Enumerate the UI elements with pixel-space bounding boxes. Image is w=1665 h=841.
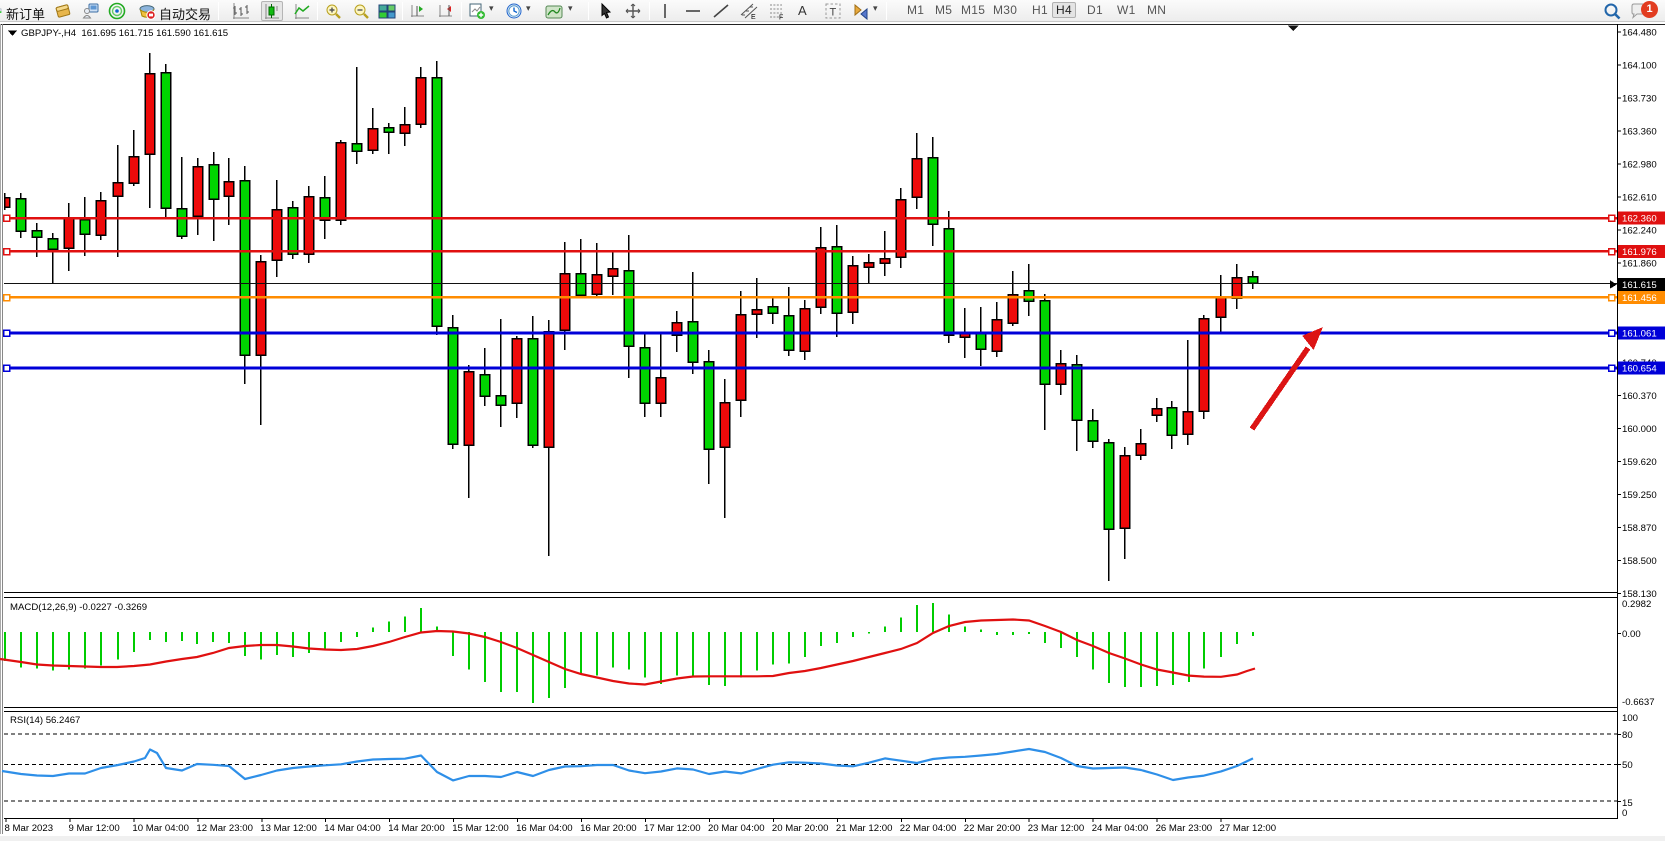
- svg-text:21 Mar 12:00: 21 Mar 12:00: [836, 823, 893, 834]
- svg-text:80: 80: [1622, 730, 1633, 741]
- svg-text:162.360: 162.360: [1622, 214, 1657, 225]
- svg-text:24 Mar 04:00: 24 Mar 04:00: [1092, 823, 1149, 834]
- svg-text:8 Mar 2023: 8 Mar 2023: [5, 823, 54, 834]
- svg-text:0.2982: 0.2982: [1622, 599, 1651, 610]
- svg-text:162.980: 162.980: [1622, 160, 1657, 171]
- svg-text:161.976: 161.976: [1622, 247, 1657, 258]
- svg-text:12 Mar 23:00: 12 Mar 23:00: [196, 823, 253, 834]
- svg-text:158.870: 158.870: [1622, 523, 1657, 534]
- svg-text:50: 50: [1622, 760, 1633, 771]
- svg-text:158.500: 158.500: [1622, 556, 1657, 567]
- svg-text:15: 15: [1622, 798, 1633, 809]
- svg-text:160.654: 160.654: [1622, 364, 1657, 375]
- svg-text:161.860: 161.860: [1622, 259, 1657, 270]
- svg-text:E: E: [751, 14, 756, 20]
- svg-text:159.250: 159.250: [1622, 490, 1657, 501]
- svg-text:17 Mar 12:00: 17 Mar 12:00: [644, 823, 701, 834]
- svg-text:14 Mar 20:00: 14 Mar 20:00: [388, 823, 445, 834]
- svg-text:22 Mar 04:00: 22 Mar 04:00: [900, 823, 957, 834]
- svg-text:22 Mar 20:00: 22 Mar 20:00: [964, 823, 1021, 834]
- svg-text:9 Mar 12:00: 9 Mar 12:00: [69, 823, 120, 834]
- svg-text:164.100: 164.100: [1622, 61, 1657, 72]
- svg-text:20 Mar 04:00: 20 Mar 04:00: [708, 823, 765, 834]
- svg-text:158.130: 158.130: [1622, 589, 1657, 600]
- svg-text:100: 100: [1622, 713, 1638, 724]
- svg-text:162.610: 162.610: [1622, 193, 1657, 204]
- svg-text:0.00: 0.00: [1622, 629, 1641, 640]
- svg-text:27 Mar 12:00: 27 Mar 12:00: [1220, 823, 1277, 834]
- svg-text:16 Mar 20:00: 16 Mar 20:00: [580, 823, 637, 834]
- svg-text:0: 0: [1622, 808, 1627, 819]
- svg-text:GBPJPY-,H4 161.695 161.715 16: GBPJPY-,H4 161.695 161.715 161.590 161.6…: [21, 28, 228, 39]
- svg-text:163.730: 163.730: [1622, 94, 1657, 105]
- svg-text:15 Mar 12:00: 15 Mar 12:00: [452, 823, 509, 834]
- svg-text:10 Mar 04:00: 10 Mar 04:00: [132, 823, 189, 834]
- svg-text:RSI(14) 56.2467: RSI(14) 56.2467: [10, 715, 80, 726]
- svg-text:20 Mar 20:00: 20 Mar 20:00: [772, 823, 829, 834]
- svg-text:F: F: [779, 15, 783, 21]
- svg-text:-0.6637: -0.6637: [1622, 697, 1655, 708]
- svg-text:23 Mar 12:00: 23 Mar 12:00: [1028, 823, 1085, 834]
- svg-text:160.370: 160.370: [1622, 391, 1657, 402]
- svg-text:13 Mar 12:00: 13 Mar 12:00: [260, 823, 317, 834]
- svg-text:161.061: 161.061: [1622, 329, 1657, 340]
- svg-text:161.615: 161.615: [1622, 280, 1657, 291]
- svg-text:16 Mar 04:00: 16 Mar 04:00: [516, 823, 573, 834]
- svg-text:164.480: 164.480: [1622, 28, 1657, 39]
- svg-text:MACD(12,26,9) -0.0227 -0.3269: MACD(12,26,9) -0.0227 -0.3269: [10, 602, 147, 613]
- svg-text:14 Mar 04:00: 14 Mar 04:00: [324, 823, 381, 834]
- svg-text:161.456: 161.456: [1622, 293, 1657, 304]
- svg-text:159.620: 159.620: [1622, 457, 1657, 468]
- svg-text:163.360: 163.360: [1622, 127, 1657, 138]
- svg-text:160.000: 160.000: [1622, 424, 1657, 435]
- svg-text:26 Mar 23:00: 26 Mar 23:00: [1156, 823, 1213, 834]
- svg-text:162.240: 162.240: [1622, 226, 1657, 237]
- svg-text:T: T: [830, 7, 837, 19]
